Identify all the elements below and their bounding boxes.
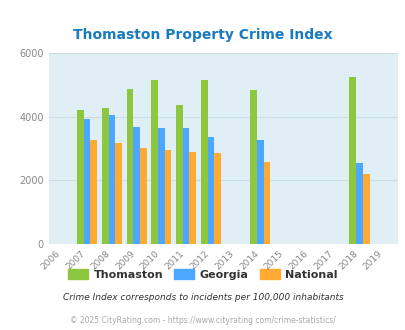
Bar bbox=[126, 88, 133, 244]
Bar bbox=[83, 119, 90, 244]
Bar bbox=[108, 115, 115, 244]
Bar bbox=[90, 140, 97, 244]
Bar bbox=[158, 128, 164, 244]
Bar bbox=[256, 140, 263, 244]
Legend: Thomaston, Georgia, National: Thomaston, Georgia, National bbox=[64, 265, 341, 284]
Bar bbox=[77, 110, 83, 244]
Bar bbox=[250, 90, 256, 244]
Bar bbox=[207, 137, 214, 244]
Bar bbox=[355, 163, 362, 244]
Bar bbox=[182, 128, 189, 244]
Bar bbox=[164, 150, 171, 244]
Text: Thomaston Property Crime Index: Thomaston Property Crime Index bbox=[73, 28, 332, 42]
Bar bbox=[362, 174, 369, 244]
Bar bbox=[214, 153, 220, 244]
Bar bbox=[200, 80, 207, 244]
Bar bbox=[133, 127, 140, 244]
Bar bbox=[263, 162, 270, 244]
Bar bbox=[189, 152, 196, 244]
Bar bbox=[349, 77, 355, 244]
Text: © 2025 CityRating.com - https://www.cityrating.com/crime-statistics/: © 2025 CityRating.com - https://www.city… bbox=[70, 315, 335, 325]
Text: Crime Index corresponds to incidents per 100,000 inhabitants: Crime Index corresponds to incidents per… bbox=[62, 292, 343, 302]
Bar bbox=[102, 108, 108, 244]
Bar bbox=[176, 105, 182, 244]
Bar bbox=[140, 148, 146, 244]
Bar bbox=[151, 80, 158, 244]
Bar bbox=[115, 143, 122, 244]
